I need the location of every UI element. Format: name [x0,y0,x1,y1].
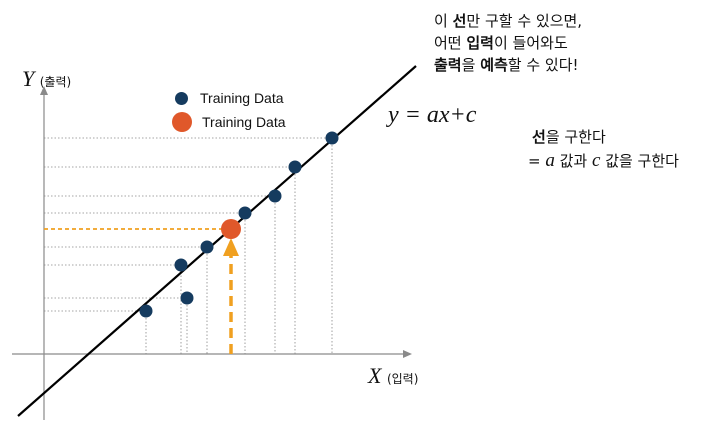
prediction-arrowhead [223,238,239,256]
regression-equation: y = ax+c [388,102,477,128]
training-point [288,160,302,174]
bold-span: 출력 [434,56,462,74]
training-point [268,189,282,203]
legend-label: Training Data [202,114,286,130]
training-point [139,304,153,318]
text-span: 만 구할 수 있으면, [466,12,583,30]
y-axis-letter: Y [22,66,35,91]
side-annotation-line-2: = a 값과 c 값을 구한다 [528,150,679,172]
x-axis-letter: X [368,363,382,388]
training-point [325,131,339,145]
text-span: 을 구한다 [545,128,606,146]
text-span: 이 [434,12,453,30]
guide-lines [44,137,333,354]
training-point [174,258,188,272]
legend-item-predicted: Training Data [172,112,286,132]
top-annotation-line-2: 어떤 입력이 들어와도 [434,32,582,54]
y-axis-sublabel: (출력) [39,75,72,89]
predicted-point [221,219,241,239]
training-point [200,240,214,254]
top-annotation: 이 선만 구할 수 있으면, 어떤 입력이 들어와도 출력을 예측할 수 있다! [434,10,582,76]
bold-span: 선 [532,128,546,146]
bold-span: 선 [452,12,467,30]
training-point [180,291,194,305]
legend-navy-dot-icon [175,91,188,105]
training-points [139,131,339,318]
y-axis-arrowhead [40,86,48,95]
side-annotation-line-1: 선을 구한다 [528,126,679,148]
text-span: 값을 구한다 [600,152,679,170]
y-axis-label: Y (출력) [22,66,71,92]
training-point [238,206,252,220]
italic-span: c [591,150,601,171]
legend-orange-dot-icon [172,112,192,132]
text-span: 어떤 [434,34,467,52]
text-span: 할 수 있다! [507,56,579,74]
bold-span: 예측 [480,56,508,74]
regression-line [17,65,417,417]
x-axis-arrowhead [403,350,412,358]
text-span: 을 [461,56,481,74]
text-span: 값과 [554,152,592,170]
legend-label: Training Data [200,90,284,106]
x-axis-sublabel: (입력) [386,372,419,386]
x-axis-label: X (입력) [368,363,418,389]
italic-span: a [545,150,555,171]
text-span: 이 들어와도 [493,34,568,52]
top-annotation-line-1: 이 선만 구할 수 있으면, [434,10,582,32]
legend-item-training: Training Data [175,90,284,106]
text-span: = [528,152,546,170]
top-annotation-line-3: 출력을 예측할 수 있다! [434,54,582,76]
bold-span: 입력 [466,34,494,52]
side-annotation: 선을 구한다 = a 값과 c 값을 구한다 [528,126,679,172]
